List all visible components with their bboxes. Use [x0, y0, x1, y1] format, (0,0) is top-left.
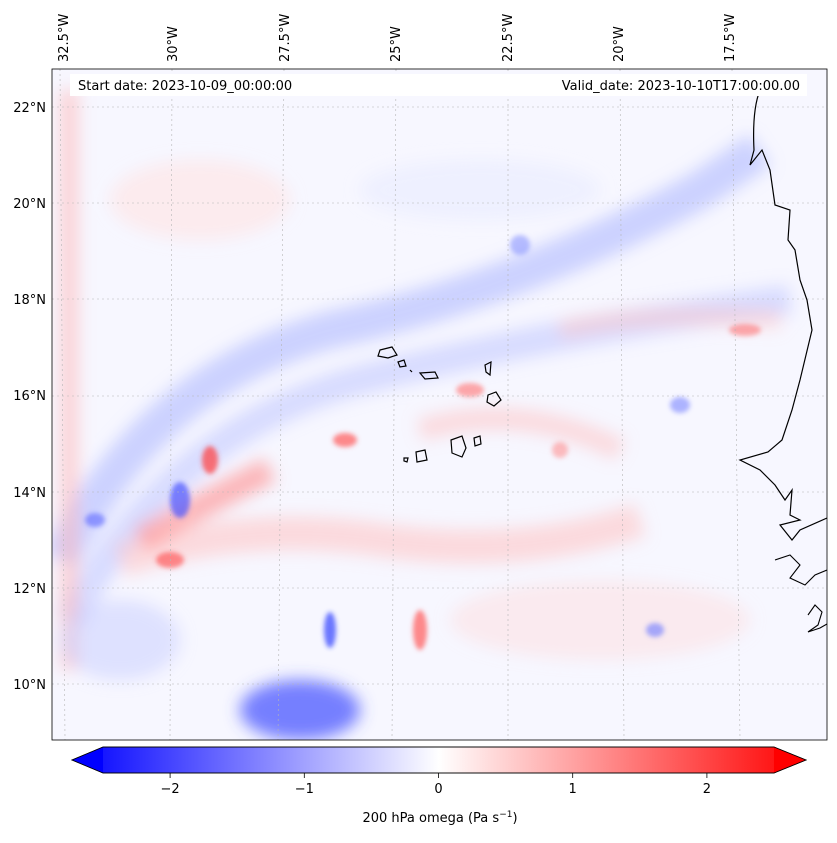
colorbar-field-name: 200 hPa omega [362, 811, 463, 826]
bijagos-coastline [807, 604, 827, 633]
colorbar-units-exponent: −1 [499, 810, 512, 820]
colorbar-tick-label: −2 [161, 782, 180, 797]
omega-field [52, 90, 792, 740]
longitude-labels: 32.5°W 30°W 27.5°W 25°W 22.5°W 20°W 17.5… [57, 14, 738, 62]
colorbar-tick-label: 1 [569, 782, 577, 797]
colorbar-max-extend [774, 747, 806, 773]
lon-label-20w: 20°W [612, 26, 627, 62]
lon-label-27-5w: 27.5°W [278, 14, 293, 62]
lon-label-22-5w: 22.5°W [501, 14, 516, 62]
lon-label-30w: 30°W [166, 26, 181, 62]
lon-label-17-5w: 17.5°W [723, 14, 738, 62]
africa-coastline [738, 89, 827, 541]
lat-label-22n: 22°N [13, 101, 46, 116]
lat-label-18n: 18°N [13, 293, 46, 308]
guinea-coastline [774, 554, 827, 586]
colorbar-units: Pa s [473, 811, 499, 826]
lat-label-14n: 14°N [13, 486, 46, 501]
cape-verde-islands [377, 346, 502, 463]
lon-label-32-5w: 32.5°W [57, 14, 72, 62]
colorbar-tick-label: 0 [434, 782, 442, 797]
map-panel [51, 68, 828, 741]
colorbar-body [70, 746, 808, 774]
header-bar [70, 74, 807, 96]
colorbar: −2 −1 0 1 2 200 hPa omega (Pa s−1) [70, 746, 808, 826]
lat-label-10n: 10°N [13, 678, 46, 693]
start-date-label: Start date: 2023-10-09_00:00:00 [78, 79, 292, 94]
latitude-labels: 22°N 20°N 18°N 16°N 14°N 12°N 10°N [13, 101, 46, 693]
omega-cells [85, 235, 761, 650]
map-frame [51, 68, 828, 741]
lat-label-20n: 20°N [13, 197, 46, 212]
colorbar-label: 200 hPa omega (Pa s−1) [362, 810, 517, 826]
colorbar-ticks: −2 −1 0 1 2 [161, 773, 711, 797]
graticule [52, 69, 827, 740]
lat-label-16n: 16°N [13, 389, 46, 404]
colorbar-tick-label: −1 [295, 782, 314, 797]
colorbar-tick-label: 2 [703, 782, 711, 797]
lat-label-12n: 12°N [13, 582, 46, 597]
valid-date-label: Valid_date: 2023-10-10T17:00:00.00 [562, 79, 800, 94]
colorbar-min-extend [72, 747, 103, 773]
lon-label-25w: 25°W [389, 26, 404, 62]
